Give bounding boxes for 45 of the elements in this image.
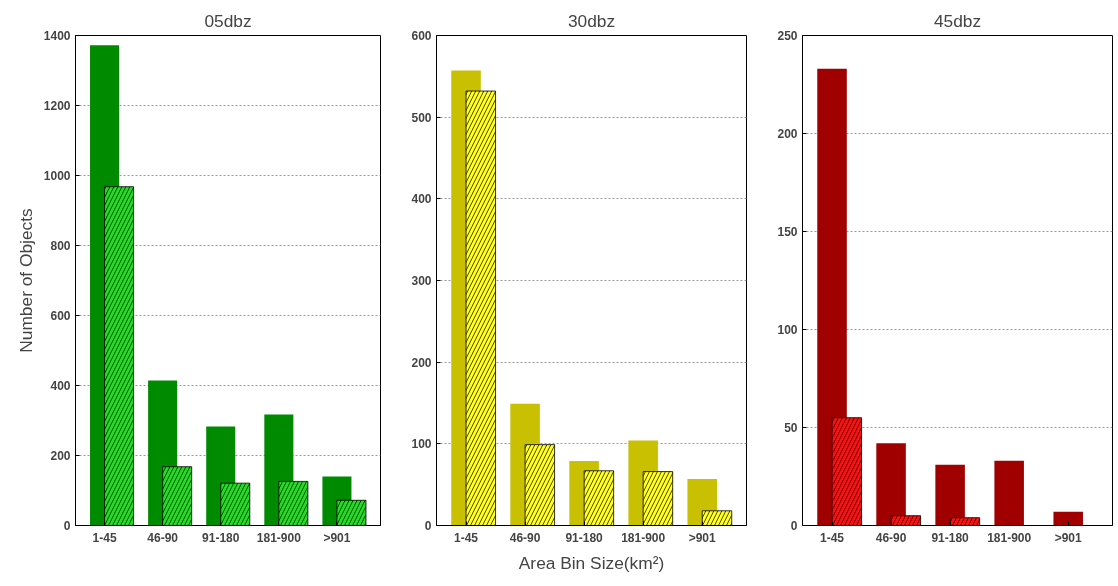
y-tick-label: 250: [777, 29, 798, 43]
y-tick-label: 150: [777, 225, 798, 239]
x-tick-label: 1-45: [92, 530, 117, 545]
y-tick-label: 300: [411, 274, 432, 288]
x-tick-label: 46-90: [875, 530, 907, 545]
bar: [935, 464, 965, 526]
y-tick-label: 800: [50, 239, 71, 253]
y-tick-label: 50: [784, 421, 798, 435]
x-axis-title: Area Bin Size(km²): [518, 552, 665, 573]
y-axis-title: Number of Objects: [15, 207, 36, 353]
y-tick-label: 400: [411, 192, 432, 207]
y-tick-label: 1400: [43, 29, 71, 43]
bar: [994, 460, 1024, 526]
x-tick-label: >901: [1054, 530, 1083, 545]
y-tick-label: 1000: [43, 169, 71, 183]
y-tick-label: 600: [50, 309, 71, 323]
x-tick-label: 46-90: [509, 530, 541, 545]
x-tick-label: >901: [688, 530, 717, 545]
y-tick-label: 100: [777, 323, 798, 337]
x-tick-label: 91-180: [202, 530, 240, 545]
bar: [1053, 511, 1083, 526]
x-tick-label: >901: [323, 530, 351, 545]
x-tick-label: 1-45: [454, 530, 479, 545]
y-tick-label: 400: [50, 379, 71, 393]
y-tick-label: 500: [411, 110, 432, 125]
y-tick-label: 100: [411, 437, 432, 452]
chart-title: 05dbz: [204, 10, 252, 31]
y-tick-label: 600: [411, 29, 432, 43]
y-tick-label: 0: [790, 519, 798, 533]
y-tick-label: 200: [777, 127, 798, 141]
y-tick-label: 0: [63, 519, 71, 533]
x-tick-label: 181-900: [256, 530, 302, 545]
x-tick-label: 46-90: [147, 530, 179, 545]
x-tick-label: 91-180: [931, 530, 970, 545]
y-tick-label: 1200: [43, 99, 71, 113]
x-tick-label: 181-900: [987, 530, 1032, 545]
x-tick-label: 91-180: [565, 530, 604, 545]
chart-title: 45dbz: [933, 10, 982, 31]
bar: [876, 443, 906, 526]
chart-title: 30dbz: [567, 10, 616, 31]
x-tick-label: 1-45: [820, 530, 845, 545]
y-tick-label: 200: [411, 355, 432, 370]
y-tick-label: 200: [50, 449, 71, 463]
y-tick-label: 0: [424, 519, 432, 533]
x-tick-label: 181-900: [621, 530, 666, 545]
